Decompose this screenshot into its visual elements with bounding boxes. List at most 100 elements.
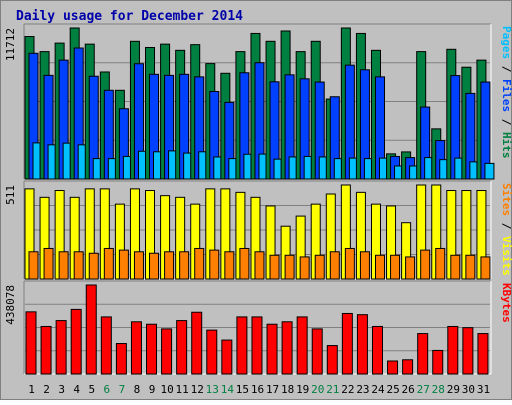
bar-kbytes-10 bbox=[161, 328, 173, 375]
legend-entry: KBytes bbox=[500, 283, 512, 323]
bar-sites-21 bbox=[329, 251, 340, 280]
panel-max-label: 438078 bbox=[4, 285, 17, 325]
bar-sites-27 bbox=[420, 249, 431, 280]
bar-kbytes-27 bbox=[417, 333, 429, 375]
legend-entry: Files bbox=[500, 79, 512, 112]
panel-legend: KBytes bbox=[500, 283, 512, 323]
bar-kbytes-16 bbox=[251, 316, 263, 375]
bar-sites-13 bbox=[209, 249, 220, 280]
bar-sites-18 bbox=[284, 254, 295, 280]
panel-legend: Pages / Files / Hits bbox=[500, 26, 512, 159]
x-tick-label: 13 bbox=[206, 383, 219, 396]
x-tick-label: 31 bbox=[477, 383, 490, 396]
bar-kbytes-21 bbox=[326, 345, 338, 375]
x-tick-label: 22 bbox=[341, 383, 354, 396]
bar-sites-4 bbox=[73, 251, 84, 280]
legend-entry: / bbox=[500, 112, 512, 132]
x-tick-label: 9 bbox=[149, 383, 156, 396]
x-tick-label: 8 bbox=[134, 383, 141, 396]
bar-kbytes-14 bbox=[221, 339, 233, 375]
panel-legend: Sites / Visits bbox=[500, 183, 512, 276]
bar-sites-16 bbox=[254, 251, 265, 280]
bar-kbytes-24 bbox=[371, 325, 383, 375]
x-tick-label: 6 bbox=[104, 383, 111, 396]
x-tick-label: 14 bbox=[221, 383, 235, 396]
panel-kbytes: 438078 KBytes bbox=[4, 280, 512, 375]
legend-entry: / bbox=[500, 59, 512, 79]
bar-sites-28 bbox=[435, 247, 446, 280]
bar-sites-14 bbox=[224, 251, 235, 280]
legend-entry: Hits bbox=[500, 132, 512, 159]
x-tick-label: 19 bbox=[296, 383, 309, 396]
legend-entry: / bbox=[500, 216, 512, 236]
panel-max-label: 511 bbox=[4, 185, 17, 205]
bar-sites-31 bbox=[480, 256, 491, 280]
bar-sites-24 bbox=[374, 254, 385, 280]
bar-sites-7 bbox=[118, 249, 129, 280]
x-tick-label: 27 bbox=[417, 383, 430, 396]
bar-kbytes-15 bbox=[236, 316, 248, 375]
legend-entry: Pages bbox=[500, 26, 512, 59]
x-tick-label: 16 bbox=[251, 383, 264, 396]
bar-kbytes-5 bbox=[85, 284, 97, 375]
x-tick-label: 10 bbox=[160, 383, 173, 396]
bar-kbytes-18 bbox=[281, 321, 293, 375]
x-tick-label: 17 bbox=[266, 383, 279, 396]
legend-entry: Sites bbox=[500, 183, 512, 216]
bar-sites-15 bbox=[239, 247, 250, 280]
x-tick-label: 24 bbox=[371, 383, 385, 396]
bar-kbytes-26 bbox=[402, 359, 414, 375]
bar-kbytes-28 bbox=[432, 349, 444, 375]
bar-kbytes-3 bbox=[55, 320, 67, 375]
x-tick-label: 23 bbox=[356, 383, 369, 396]
bar-kbytes-1 bbox=[25, 311, 37, 375]
bar-kbytes-8 bbox=[130, 321, 142, 375]
bar-sites-20 bbox=[314, 254, 325, 280]
bar-sites-8 bbox=[133, 251, 144, 280]
panel-visits-sites: 511 Sites / Visits bbox=[4, 180, 512, 280]
bar-kbytes-20 bbox=[311, 328, 323, 375]
bar-sites-17 bbox=[269, 254, 280, 280]
bar-sites-9 bbox=[149, 252, 160, 280]
bar-kbytes-4 bbox=[70, 308, 82, 375]
bar-sites-11 bbox=[179, 251, 190, 280]
bar-sites-2 bbox=[43, 247, 54, 280]
bar-sites-23 bbox=[359, 251, 370, 280]
panel-hits-files-pages: 11712 Pages / Files / Hits bbox=[4, 23, 512, 180]
bar-kbytes-29 bbox=[447, 325, 459, 375]
bar-sites-3 bbox=[58, 251, 69, 280]
bar-sites-10 bbox=[164, 251, 175, 280]
bar-kbytes-6 bbox=[100, 316, 112, 375]
bar-kbytes-12 bbox=[191, 311, 203, 375]
x-tick-label: 5 bbox=[88, 383, 95, 396]
x-tick-label: 1 bbox=[28, 383, 35, 396]
x-tick-label: 2 bbox=[43, 383, 50, 396]
bar-kbytes-11 bbox=[176, 320, 188, 375]
x-tick-label: 29 bbox=[447, 383, 460, 396]
bar-sites-5 bbox=[88, 252, 99, 280]
x-tick-label: 12 bbox=[191, 383, 204, 396]
x-tick-label: 7 bbox=[119, 383, 126, 396]
x-tick-label: 20 bbox=[311, 383, 324, 396]
bar-kbytes-25 bbox=[387, 360, 399, 375]
bar-kbytes-2 bbox=[40, 325, 52, 375]
x-tick-label: 11 bbox=[176, 383, 189, 396]
bar-sites-1 bbox=[28, 251, 39, 280]
bar-sites-19 bbox=[299, 256, 310, 280]
x-tick-label: 18 bbox=[281, 383, 294, 396]
chart-panels: 11712 Pages / Files / Hits 511 Sites / Visi… bbox=[4, 23, 512, 375]
bar-sites-30 bbox=[465, 254, 476, 280]
bar-kbytes-22 bbox=[341, 312, 353, 375]
legend-entry: Visits bbox=[500, 236, 512, 276]
bar-sites-29 bbox=[450, 254, 461, 280]
bar-kbytes-13 bbox=[206, 329, 218, 375]
x-tick-label: 3 bbox=[58, 383, 65, 396]
bar-kbytes-19 bbox=[296, 316, 308, 375]
x-tick-label: 4 bbox=[73, 383, 80, 396]
x-axis-labels: 1 2 3 4 5 6 7 8 9 10 11 12 13 14 15 16 17 18 19 20 21 22 23 24 2… bbox=[28, 383, 490, 396]
x-tick-label: 28 bbox=[432, 383, 445, 396]
x-tick-label: 30 bbox=[462, 383, 475, 396]
bar-kbytes-9 bbox=[146, 323, 158, 375]
